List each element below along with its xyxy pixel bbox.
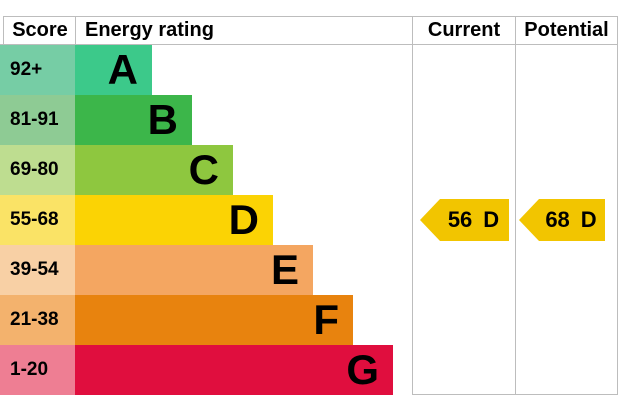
score-range-cell: 21-38	[0, 295, 75, 345]
current-rating-arrow: 56 D	[420, 199, 509, 241]
current-rating-band: D	[483, 207, 500, 232]
band-letter: A	[107, 46, 138, 93]
header-left-border	[3, 16, 4, 44]
band-letter: E	[270, 246, 299, 293]
band-bar-g: G	[75, 345, 393, 395]
band-row-b: 81-91 B	[0, 95, 617, 145]
score-rating-divider	[75, 16, 76, 44]
score-range-cell: 55-68	[0, 195, 75, 245]
band-bar-c: C	[75, 145, 233, 195]
band-letter: B	[147, 96, 178, 143]
band-bar-e: E	[75, 245, 313, 295]
score-range-cell: 92+	[0, 45, 75, 95]
band-row-d: 55-68 D	[0, 195, 617, 245]
score-column-header: Score	[12, 19, 68, 41]
band-letter: F	[313, 296, 339, 343]
band-letter: G	[346, 346, 379, 393]
band-letter: D	[228, 196, 259, 243]
band-bar-a: A	[75, 45, 152, 95]
band-bar-f: F	[75, 295, 353, 345]
score-range-cell: 39-54	[0, 245, 75, 295]
band-bar-d: D	[75, 195, 273, 245]
potential-rating-arrow: 68 D	[519, 199, 605, 241]
table-top-border	[3, 16, 617, 17]
current-column-header: Current	[427, 19, 501, 41]
band-row-g: 1-20 G	[0, 345, 617, 395]
band-row-e: 39-54 E	[0, 245, 617, 295]
potential-column-header: Potential	[524, 19, 609, 41]
current-rating-value: 56	[447, 207, 473, 232]
score-range-cell: 1-20	[0, 345, 75, 395]
score-range-cell: 69-80	[0, 145, 75, 195]
potential-rating-value: 68	[545, 207, 570, 232]
score-range-cell: 81-91	[0, 95, 75, 145]
band-letter: C	[188, 146, 219, 193]
header-bottom-border	[0, 44, 617, 45]
band-row-f: 21-38 F	[0, 295, 617, 345]
table-right-border	[617, 16, 618, 395]
band-row-c: 69-80 C	[0, 145, 617, 195]
energy-rating-column-header: Energy rating	[85, 19, 214, 41]
band-bar-b: B	[75, 95, 192, 145]
rating-current-divider	[412, 16, 413, 395]
potential-rating-band: D	[580, 207, 597, 232]
current-potential-divider	[515, 16, 516, 395]
table-bottom-border	[412, 394, 618, 395]
band-row-a: 92+ A	[0, 45, 617, 95]
